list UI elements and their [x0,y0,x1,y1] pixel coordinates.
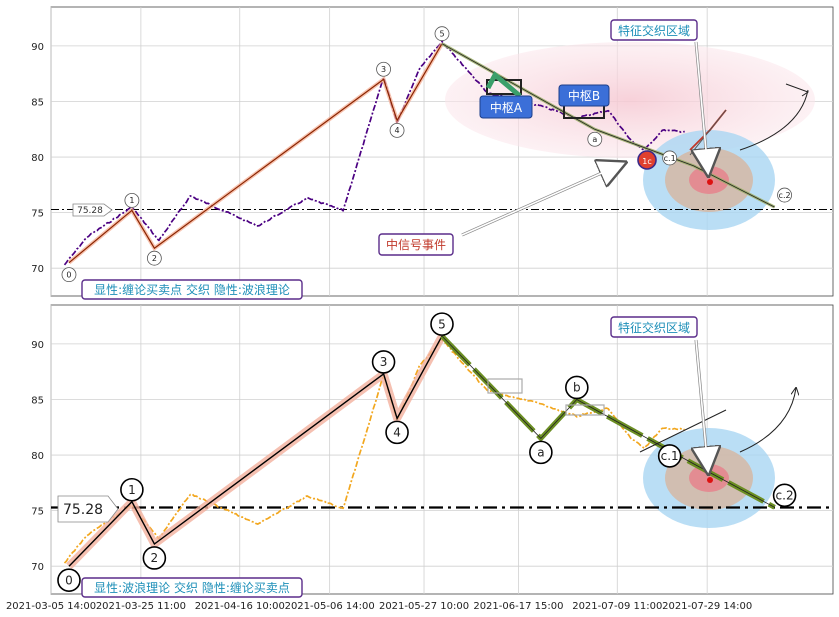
wave-point-marker [385,420,409,445]
pivot-b-label: 中枢B [558,84,610,107]
wave-point-marker [657,444,682,468]
projection-arc [739,388,796,453]
x-tick-label: 2021-07-29 14:00 [662,601,752,612]
x-tick-label: 2021-05-27 10:00 [379,601,469,612]
target-point [707,179,713,185]
wave-point-marker [376,61,391,77]
svg-text:中枢B: 中枢B [568,88,600,103]
projection-arc [739,89,809,151]
x-tick-label: 2021-06-17 15:00 [473,601,563,612]
wave-point-marker [124,193,140,208]
x-tick-label: 2021-07-09 11:00 [572,601,662,612]
wave-point-marker [772,483,797,508]
y-tick-label: 85 [31,395,44,406]
y-tick-label: 90 [31,42,44,53]
signal-event-label: 中信号事件 [378,233,454,256]
wave-point-label: c.2 [776,489,794,503]
wave-point-marker [57,568,81,593]
feature-zone-ellipse [445,42,815,158]
wave-point-marker [430,312,454,336]
pivot-b-box [565,404,605,416]
wave-point-label: c.2 [779,191,791,200]
y-tick-label: 80 [31,153,44,164]
top-feature-zone-label: 特征交织区域 [610,19,698,41]
bottom-legend-box: 显性:波浪理论 交织 隐性:缠论买卖点 [81,577,303,598]
pivot-a-stroke [485,71,522,98]
wave-point-label: 0 [66,270,71,279]
x-tick-label: 2021-04-16 10:00 [195,601,285,612]
y-tick-label: 90 [31,340,44,351]
wave-point-marker [146,250,162,266]
svg-text:显性:缠论买卖点 交织 隐性:波浪理论: 显性:缠论买卖点 交织 隐性:波浪理论 [94,282,290,297]
impulse-wave-line [68,335,443,567]
y-tick-label: 75 [31,209,44,220]
svg-text:75.28: 75.28 [63,502,103,518]
x-tick-label: 2021-03-25 11:00 [96,601,186,612]
wave-point-marker [587,131,603,147]
y-tick-label: 70 [31,264,44,275]
wave-point-marker [434,26,450,42]
price-series-line [63,339,685,564]
y-tick-label: 80 [31,451,44,462]
svg-text:特征交织区域: 特征交织区域 [618,320,690,335]
wave-point-label: c.1 [664,154,676,163]
y-tick-label: 85 [31,97,44,108]
wave-point-label: b [573,381,581,395]
wave-point-label: 4 [395,126,400,135]
bottom-feature-zone-label: 特征交织区域 [610,316,698,338]
wave-point-marker [389,122,405,138]
wave-point-label: 5 [439,29,444,38]
wave-point-label: 1 [128,483,136,497]
feature-zone-arrow-inner [695,41,709,173]
x-tick-label: 2021-05-06 14:00 [285,601,375,612]
y-tick-label: 75 [31,507,44,518]
wave-point-label: 5 [438,317,446,331]
wave-point-marker [371,350,396,374]
pivot-a-box [487,378,523,394]
wave-point-marker [662,150,678,166]
wave-point-marker [120,477,144,502]
svg-text:75.28: 75.28 [77,206,103,216]
price-series-line [63,40,685,266]
svg-text:中信号事件: 中信号事件 [386,237,446,252]
wave-point-marker [529,440,553,465]
y-tick-label: 70 [31,562,44,573]
top-legend-box: 显性:缠论买卖点 交织 隐性:波浪理论 [81,279,303,300]
top-level-label: 75.28 [72,203,113,217]
svg-text:中枢A: 中枢A [490,100,523,115]
wave-point-label: c.1 [661,449,679,463]
wave-point-label: 2 [152,254,157,263]
impulse-wave-line [68,43,443,264]
wave-point-label: 3 [380,355,388,369]
wave-point-label: 4 [393,426,401,440]
pivot-a-label: 中枢A [479,95,533,119]
wave-point-marker [777,187,792,203]
wave-point-label: 1 [129,196,134,205]
svg-text:显性:波浪理论 交织 隐性:缠论买卖点: 显性:波浪理论 交织 隐性:缠论买卖点 [94,580,290,595]
correction-wave-core [441,43,775,208]
svg-text:1c: 1c [642,157,652,166]
bottom-level-label: 75.28 [57,495,119,523]
buy-sell-marker: 1c [637,150,657,170]
wave-point-label: 0 [65,573,73,587]
signal-event-arrow-inner [461,163,623,236]
projection-line [639,409,727,453]
correction-wave-core [441,335,775,508]
wave-point-marker [61,267,77,283]
wave-point-marker [565,375,589,400]
feature-zone-arrow-inner [695,339,709,471]
x-tick-label: 2021-03-05 14:00 [6,601,96,612]
wave-point-label: a [592,135,597,144]
wave-point-label: a [537,446,544,460]
svg-text:特征交织区域: 特征交织区域 [618,23,690,38]
wave-point-marker [142,546,167,570]
projection-arc-cap [785,83,810,97]
target-point [707,477,713,483]
wave-point-label: 3 [381,65,386,74]
wave-point-label: 2 [151,551,159,565]
